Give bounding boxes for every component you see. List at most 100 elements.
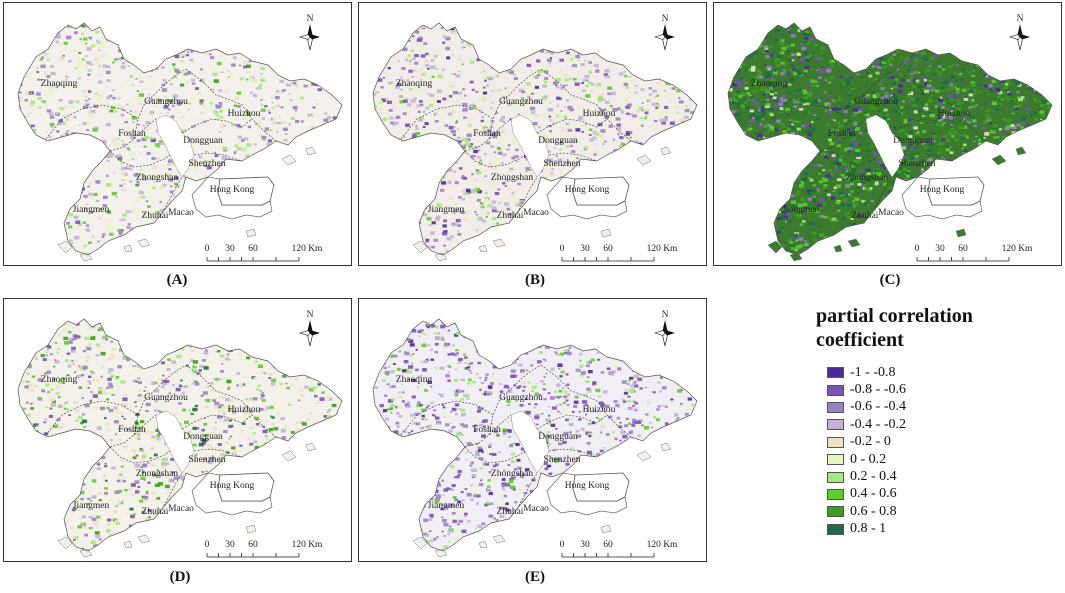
city-label: Dongguan <box>183 432 223 442</box>
city-boundary <box>109 150 171 168</box>
city-boundary <box>540 68 632 142</box>
city-label: Macao <box>523 504 549 514</box>
north-arrow-icon: N <box>298 310 320 347</box>
legend: -1 - -0.8 -0.8 - -0.6 -0.6 - -0.4 -0.4 - -0… <box>827 364 906 538</box>
legend-item: 0.8 - 1 <box>827 521 906 538</box>
city-boundary <box>185 364 277 438</box>
city-label: Zhongshan <box>846 173 888 183</box>
city-boundary <box>109 118 157 152</box>
legend-swatch <box>827 436 844 448</box>
city-boundary <box>843 68 897 140</box>
scale-tick-label: 30 <box>580 540 590 550</box>
legend-swatch <box>827 384 844 396</box>
scale-bar: 0 30 60 120 Km <box>205 244 323 262</box>
legend-item: 0.4 - 0.6 <box>827 486 906 503</box>
scale-tick-label: 0 <box>205 540 210 550</box>
map-panel-b: Zhaoqing Guangzhou Huizhou Foshan Dongguan Sh… <box>358 2 707 266</box>
north-arrow-icon: N <box>298 14 320 51</box>
hong-kong-outline <box>572 472 630 502</box>
scale-tick-label: 30 <box>580 244 590 254</box>
legend-swatch <box>827 419 844 431</box>
city-label: Huizhou <box>228 405 261 415</box>
city-boundary <box>819 150 881 168</box>
scale-tick-label: 30 <box>935 244 945 254</box>
city-label: Jiangmen <box>783 205 820 215</box>
map-e: Zhaoqing Guangzhou Huizhou Foshan Dongguan Sh… <box>372 310 698 558</box>
city-label: Zhaoqing <box>41 79 78 89</box>
city-label: Zhaoqing <box>41 375 78 385</box>
scale-bar: 0 30 60 120 Km <box>915 244 1033 262</box>
city-label: Guangzhou <box>144 393 188 403</box>
city-boundary <box>536 414 608 430</box>
city-boundary <box>464 446 526 464</box>
city-boundary <box>891 118 963 134</box>
city-label: Zhongshan <box>491 469 533 479</box>
city-label: Foshan <box>828 129 856 139</box>
legend-label: 0.2 - 0.4 <box>850 469 897 485</box>
city-label: Zhuhai <box>497 507 524 517</box>
scale-tick-label: 60 <box>248 244 258 254</box>
legend-title: partial correlation coefficient <box>816 305 973 351</box>
legend-label: 0.8 - 1 <box>850 521 887 537</box>
north-label: N <box>307 14 314 24</box>
city-label: Zhuhai <box>142 507 169 517</box>
north-label: N <box>1017 14 1024 24</box>
hong-kong-outline <box>217 176 275 206</box>
city-label: Jiangmen <box>73 501 110 511</box>
city-label: Huizhou <box>938 109 971 119</box>
map-b: Zhaoqing Guangzhou Huizhou Foshan Dongguan Sh… <box>372 14 698 262</box>
scale-tick-label: 0 <box>915 244 920 254</box>
city-label: Shenzhen <box>899 159 936 169</box>
hong-kong-outline <box>217 472 275 502</box>
city-boundary <box>488 68 542 140</box>
scale-tick-label: 0 <box>205 244 210 254</box>
city-label: Dongguan <box>893 136 933 146</box>
north-label: N <box>662 14 669 24</box>
city-label: Dongguan <box>538 432 578 442</box>
city-label: Hong Kong <box>920 185 965 195</box>
city-boundary <box>161 472 183 510</box>
scale-tick-label: 120 Km <box>292 540 323 550</box>
hong-kong-outline <box>572 176 630 206</box>
legend-item: -0.8 - -0.6 <box>827 381 906 398</box>
legend-swatch <box>827 523 844 535</box>
scale-tick-label: 60 <box>603 244 613 254</box>
scale-tick-label: 60 <box>603 540 613 550</box>
north-arrow-icon: N <box>653 14 675 51</box>
legend-label: -0.8 - -0.6 <box>850 382 906 398</box>
city-label: Zhuhai <box>497 211 524 221</box>
scale-tick-label: 120 Km <box>647 244 678 254</box>
city-boundary <box>193 448 243 458</box>
legend-item: 0 - 0.2 <box>827 451 906 468</box>
city-label: Hong Kong <box>210 481 255 491</box>
panel-label-d: (D) <box>169 569 191 585</box>
north-label: N <box>662 310 669 320</box>
city-boundary <box>161 176 183 214</box>
city-label: Hong Kong <box>210 185 255 195</box>
city-boundary <box>488 364 542 436</box>
city-boundary <box>540 364 632 438</box>
city-boundary <box>181 414 253 430</box>
city-label: Hong Kong <box>565 481 610 491</box>
city-boundary <box>133 68 187 140</box>
city-label: Foshan <box>473 129 501 139</box>
city-boundary <box>819 118 867 152</box>
city-boundary <box>45 104 139 140</box>
city-boundary <box>464 414 512 448</box>
city-label: Dongguan <box>538 136 578 146</box>
city-label: Foshan <box>118 425 146 435</box>
city-label: Shenzhen <box>189 159 226 169</box>
scale-tick-label: 60 <box>958 244 968 254</box>
scale-tick-label: 30 <box>225 540 235 550</box>
city-label: Macao <box>168 504 194 514</box>
legend-item: -1 - -0.8 <box>827 364 906 381</box>
legend-label: -1 - -0.8 <box>850 364 896 380</box>
city-boundary <box>193 152 243 162</box>
city-boundary <box>516 472 538 510</box>
legend-item: -0.2 - 0 <box>827 434 906 451</box>
legend-swatch <box>827 506 844 518</box>
city-label: Zhaoqing <box>396 375 433 385</box>
city-label: Shenzhen <box>189 455 226 465</box>
map-d: Zhaoqing Guangzhou Huizhou Foshan Dongguan Sh… <box>17 310 343 558</box>
north-arrow-icon: N <box>1008 14 1030 51</box>
